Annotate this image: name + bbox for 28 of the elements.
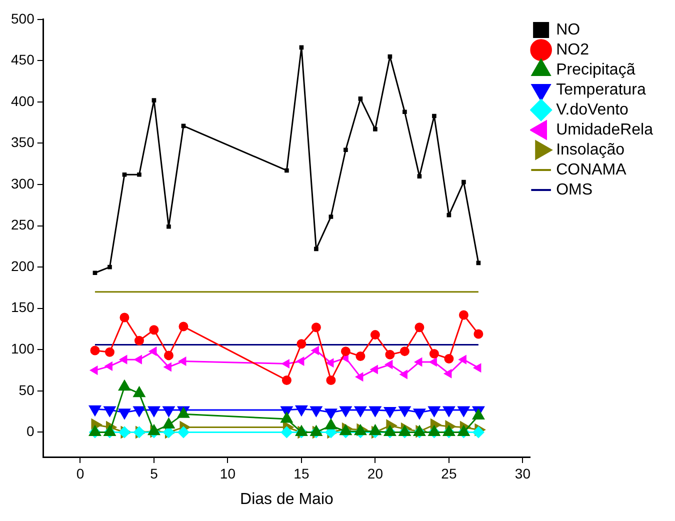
y-tick-label: 500 <box>11 10 35 26</box>
x-tick-label: 20 <box>367 465 384 482</box>
legend-label: Temperatura <box>556 81 646 98</box>
y-tick-label: 200 <box>11 258 35 274</box>
legend-label: UmidadeRela <box>556 121 654 138</box>
y-tick-label: 100 <box>11 340 35 357</box>
x-axis-title: Dias de Maio <box>240 490 334 508</box>
legend-label: Precipitaçã <box>556 61 636 78</box>
y-tick-label: 0 <box>26 423 35 440</box>
legend-label: OMS <box>556 181 593 198</box>
y-tick-label: 50 <box>18 382 35 398</box>
legend-label: NO2 <box>556 41 590 58</box>
x-tick-label: 30 <box>514 465 531 482</box>
x-tick-label: 0 <box>76 465 84 482</box>
legend-label: V.doVento <box>556 101 629 118</box>
y-tick-label: 150 <box>11 299 35 316</box>
legend-label: CONAMA <box>556 161 627 178</box>
x-tick-label: 5 <box>150 465 158 482</box>
legend-label: Insolação <box>556 141 625 158</box>
y-tick-label: 300 <box>11 175 35 192</box>
x-tick-label: 25 <box>441 465 457 482</box>
x-tick-label: 10 <box>220 465 236 482</box>
y-tick-label: 400 <box>11 92 35 109</box>
legend-label: NO <box>556 21 580 38</box>
y-tick-label: 350 <box>11 134 35 150</box>
y-tick-label: 250 <box>11 216 35 233</box>
x-tick-label: 15 <box>294 465 310 482</box>
y-tick-label: 450 <box>11 52 35 68</box>
